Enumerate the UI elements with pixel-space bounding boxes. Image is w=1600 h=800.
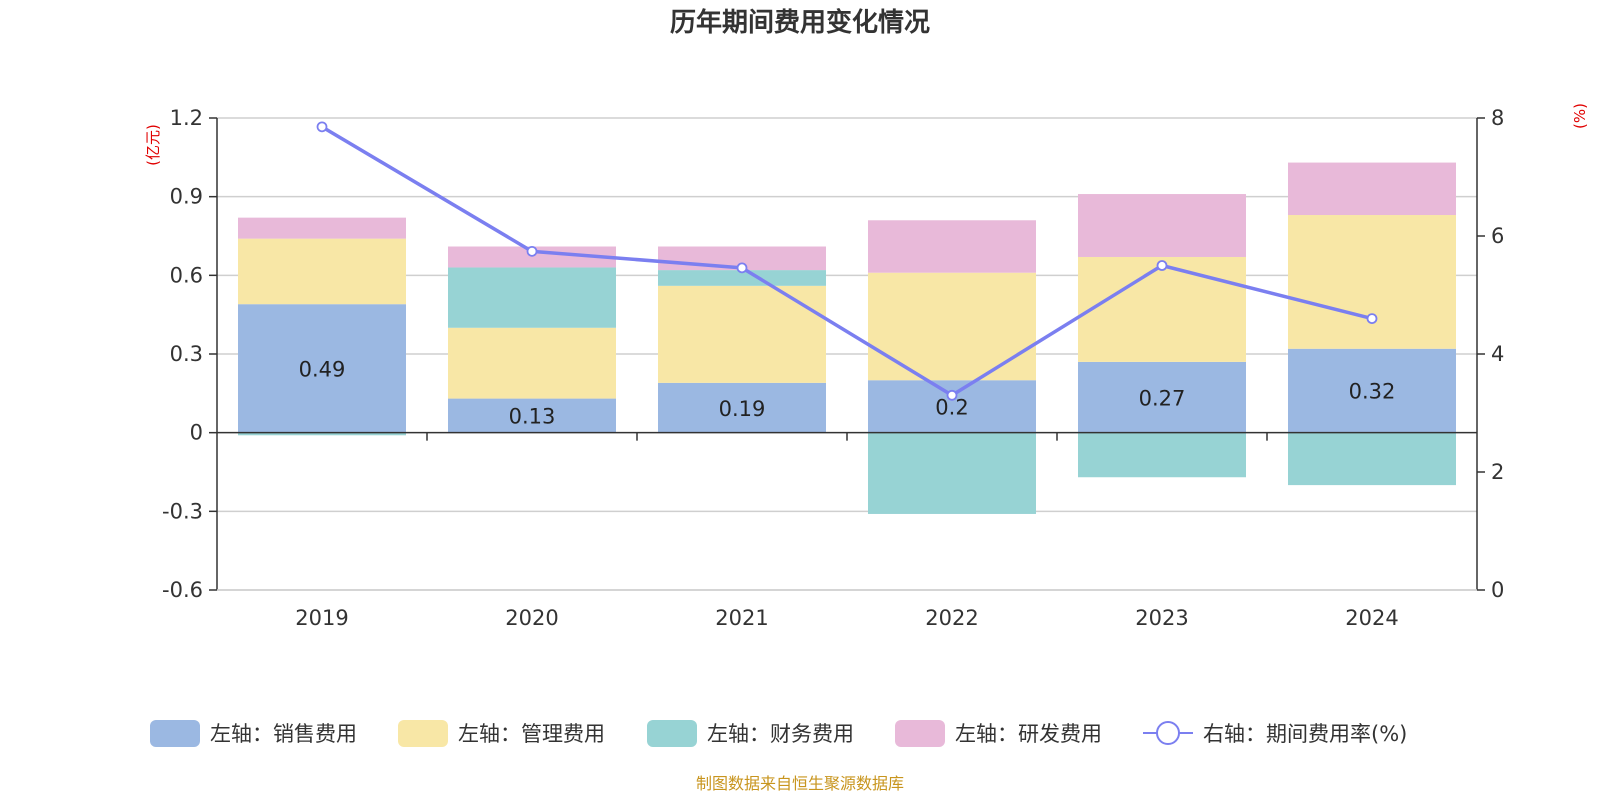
right-tick-label: 2 xyxy=(1491,460,1504,484)
legend-label-2: 左轴：财务费用 xyxy=(707,722,854,746)
bar-2022-series-0 xyxy=(868,380,1036,433)
x-tick-label-2024: 2024 xyxy=(1345,606,1398,630)
data-label-2023: 0.27 xyxy=(1139,386,1186,410)
legend-label-3: 左轴：研发费用 xyxy=(955,722,1102,746)
bar-2021-series-2 xyxy=(658,270,826,286)
left-tick-label: 0.6 xyxy=(170,263,203,287)
left-tick-label: -0.3 xyxy=(162,499,203,523)
axes: -0.6 -0.3 0 0.3 0.6 0.9 1.2 0 2 4 6 8 2019 2020 2021 20… xyxy=(162,106,1504,630)
source-note: 制图数据来自恒生聚源数据库 xyxy=(696,774,904,793)
bar-2021-series-0 xyxy=(658,382,826,433)
bar-2022-series-3 xyxy=(868,220,1036,273)
legend-marker-swatch xyxy=(1156,721,1180,745)
x-tick-label-2019: 2019 xyxy=(295,606,348,630)
right-axis-unit: (%) xyxy=(1571,103,1589,129)
legend-swatch-1 xyxy=(398,720,448,747)
data-label-2021: 0.19 xyxy=(719,397,766,421)
data-label-2019: 0.49 xyxy=(299,357,346,381)
bar-2021-series-1 xyxy=(658,285,826,383)
legend-label-0: 左轴：销售费用 xyxy=(210,722,357,746)
legend: 左轴：销售费用 左轴：管理费用 左轴：财务费用 左轴：研发费用 右轴：期间费用率(%) xyxy=(150,720,1407,747)
left-tick-label: 0 xyxy=(190,421,203,445)
rate-line xyxy=(321,125,1373,398)
left-tick-label: 0.3 xyxy=(170,342,203,366)
rate-point-2023 xyxy=(1156,260,1168,271)
legend-item-3: 左轴：研发费用 xyxy=(895,720,1102,747)
data-label-2020: 0.13 xyxy=(509,405,556,429)
chart-title: 历年期间费用变化情况 xyxy=(670,7,930,38)
legend-item-0: 左轴：销售费用 xyxy=(150,720,357,747)
legend-item-2: 左轴：财务费用 xyxy=(647,720,854,747)
x-tick-label-2021: 2021 xyxy=(715,606,768,630)
rate-point-2020 xyxy=(526,245,538,257)
right-tick-label: 0 xyxy=(1491,578,1504,602)
bar-2020-series-2 xyxy=(448,267,616,328)
right-tick-label: 6 xyxy=(1491,224,1504,248)
bar-2023-series-3 xyxy=(1078,194,1246,257)
legend-item-4: 右轴：期间费用率(%) xyxy=(1143,721,1407,746)
bar-2022-series-2 xyxy=(868,432,1036,514)
left-tick-label: 1.2 xyxy=(170,106,203,130)
rate-point-2024 xyxy=(1366,313,1378,325)
x-tick-label-2023: 2023 xyxy=(1135,606,1188,630)
bar-2024-series-0 xyxy=(1288,348,1456,433)
rate-point-2021 xyxy=(736,262,748,274)
bar-2024-series-3 xyxy=(1288,162,1456,216)
bar-2020-series-1 xyxy=(448,327,616,399)
bar-2023-series-2 xyxy=(1078,432,1246,478)
bar-2020-series-3 xyxy=(448,246,616,268)
legend-label-4: 右轴：期间费用率(%) xyxy=(1203,722,1407,746)
bar-2023-series-0 xyxy=(1078,361,1246,433)
data-label-2024: 0.32 xyxy=(1349,380,1396,404)
rate-line-series xyxy=(316,121,1378,401)
bar-series xyxy=(238,162,1456,514)
x-tick-label-2022: 2022 xyxy=(925,606,978,630)
left-axis-unit: (亿元) xyxy=(144,124,162,166)
rate-point-2022 xyxy=(946,389,958,401)
legend-swatch-2 xyxy=(647,720,697,747)
bar-2019-series-2 xyxy=(238,432,406,436)
bar-2019-series-1 xyxy=(238,238,406,305)
bar-2019-series-0 xyxy=(238,304,406,433)
right-tick-label: 4 xyxy=(1491,342,1504,366)
data-labels: 0.490.13 0.19 0.2 0.27 0.32 xyxy=(299,357,1396,428)
left-tick-label: 0.9 xyxy=(170,185,203,209)
legend-swatch-3 xyxy=(895,720,945,747)
bar-2024-series-2 xyxy=(1288,432,1456,486)
bar-2022-series-1 xyxy=(868,272,1036,381)
rate-point-2019 xyxy=(316,121,328,133)
left-tick-label: -0.6 xyxy=(162,578,203,602)
legend-swatch-0 xyxy=(150,720,200,747)
bar-2019-series-3 xyxy=(238,217,406,239)
bar-2024-series-1 xyxy=(1288,215,1456,349)
legend-label-1: 左轴：管理费用 xyxy=(458,722,605,746)
x-tick-label-2020: 2020 xyxy=(505,606,558,630)
bar-2020-series-0 xyxy=(448,398,616,433)
bar-2023-series-1 xyxy=(1078,256,1246,362)
right-tick-label: 8 xyxy=(1491,106,1504,130)
legend-item-1: 左轴：管理费用 xyxy=(398,720,605,747)
